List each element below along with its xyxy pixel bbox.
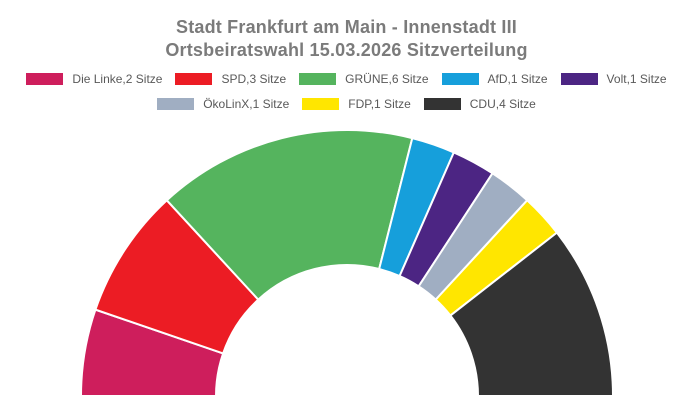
segment-cdu <box>449 231 614 397</box>
legend-item-afd: AfD,1 Sitze <box>441 72 548 86</box>
legend-label-die-linke: Die Linke,2 Sitze <box>72 72 163 86</box>
legend: Die Linke,2 Sitze SPD,3 Sitze GRÜNE,6 Sitz… <box>0 72 693 111</box>
legend-label-fdp: FDP,1 Sitze <box>348 97 411 111</box>
legend-item-volt: Volt,1 Sitze <box>560 72 667 86</box>
legend-swatch-spd <box>175 73 213 85</box>
legend-label-gruene: GRÜNE,6 Sitze <box>345 72 429 86</box>
legend-label-spd: SPD,3 Sitze <box>221 72 287 86</box>
legend-swatch-volt <box>560 73 598 85</box>
legend-label-oekolinx: ÖkoLinX,1 Sitze <box>203 97 290 111</box>
legend-item-cdu: CDU,4 Sitze <box>423 97 536 111</box>
legend-item-gruene: GRÜNE,6 Sitze <box>299 72 429 86</box>
legend-swatch-cdu <box>423 98 461 110</box>
legend-swatch-oekolinx <box>157 98 195 110</box>
legend-row: ÖkoLinX,1 Sitze FDP,1 Sitze CDU,4 Sitze <box>0 97 693 111</box>
legend-item-spd: SPD,3 Sitze <box>175 72 286 86</box>
legend-item-die-linke: Die Linke,2 Sitze <box>26 72 162 86</box>
legend-label-afd: AfD,1 Sitze <box>487 72 548 86</box>
legend-row: Die Linke,2 Sitze SPD,3 Sitze GRÜNE,6 Sitz… <box>0 72 693 86</box>
legend-label-volt: Volt,1 Sitze <box>606 72 667 86</box>
legend-swatch-fdp <box>302 98 340 110</box>
legend-swatch-afd <box>441 73 479 85</box>
segment-gruene <box>165 129 414 301</box>
chart-title-line1: Stadt Frankfurt am Main - Innenstadt III <box>175 17 518 37</box>
chart-title-line2: Ortsbeiratswahl 15.03.2026 Sitzverteilun… <box>165 40 528 60</box>
legend-swatch-die-linke <box>26 73 64 85</box>
legend-swatch-gruene <box>299 73 337 85</box>
legend-item-oekolinx: ÖkoLinX,1 Sitze <box>157 97 289 111</box>
legend-label-cdu: CDU,4 Sitze <box>469 97 536 111</box>
chart-title: Stadt Frankfurt am Main - Innenstadt III… <box>0 0 693 62</box>
legend-item-fdp: FDP,1 Sitze <box>302 97 411 111</box>
donut-segments <box>80 129 614 397</box>
